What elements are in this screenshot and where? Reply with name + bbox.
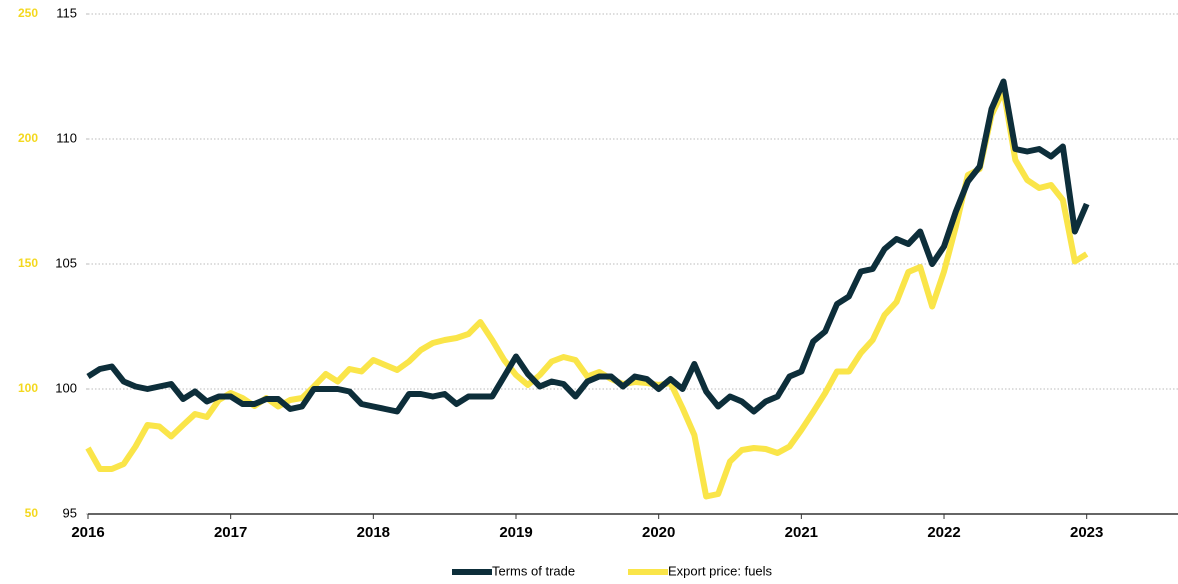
x-tick-label: 2020 (642, 524, 675, 541)
x-tick-label: 2018 (357, 524, 390, 541)
line (86, 78, 1090, 415)
y2-tick-label: 250 (18, 6, 38, 20)
legend-label: Export price: fuels (668, 563, 773, 578)
y-tick-label: 115 (56, 5, 77, 20)
y-tick-label: 110 (56, 130, 77, 145)
y2-tick-label: 150 (18, 256, 38, 270)
x-tick-label: 2022 (927, 524, 960, 541)
x-tick-label: 2017 (214, 524, 247, 541)
line (85, 87, 1089, 500)
y2-tick-label: 50 (25, 506, 39, 520)
y-tick-label: 100 (55, 380, 77, 395)
y2-tick-label: 200 (18, 131, 38, 145)
y-tick-label: 95 (63, 505, 77, 520)
y-tick-label: 105 (55, 255, 77, 270)
y2-tick-label: 100 (18, 381, 38, 395)
x-tick-label: 2021 (785, 524, 818, 541)
x-tick-label: 2019 (499, 524, 532, 541)
legend-label: Terms of trade (492, 563, 575, 578)
x-tick-label: 2023 (1070, 524, 1103, 541)
x-tick-label: 2016 (71, 524, 104, 541)
